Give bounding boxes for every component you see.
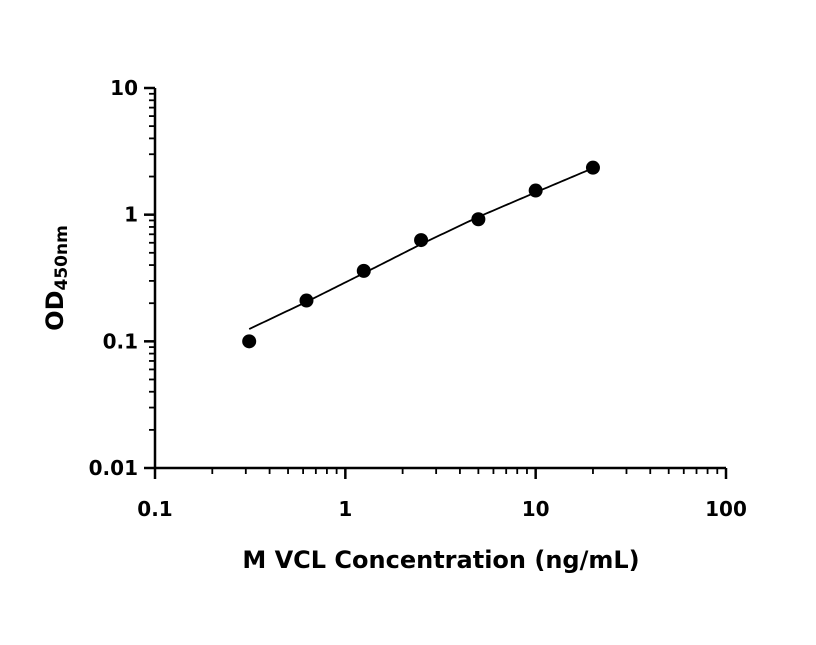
x-tick-label: 0.1	[137, 497, 172, 521]
y-tick-label: 10	[110, 76, 138, 100]
y-tick-label: 0.01	[89, 456, 138, 480]
y-tick-label: 1	[124, 203, 138, 227]
data-points	[242, 160, 600, 349]
y-axis-title: OD450nm	[41, 225, 72, 331]
data-point	[299, 293, 314, 308]
data-point	[242, 334, 257, 349]
x-tick-label: 1	[338, 497, 352, 521]
x-tick-label: 10	[522, 497, 550, 521]
data-point	[356, 263, 371, 278]
data-point	[414, 233, 429, 248]
major-ticks	[144, 86, 728, 479]
y-axis-title-subscript: 450nm	[52, 225, 72, 290]
y-axis-title-main: OD	[41, 290, 69, 330]
y-tick-label: 0.1	[103, 329, 138, 353]
x-tick-label: 100	[705, 497, 747, 521]
minor-ticks	[149, 92, 719, 474]
tick-labels: 0.01 0.1 1 10 0.1 1 10 100	[89, 76, 747, 521]
data-point	[471, 212, 486, 227]
data-point	[585, 160, 600, 175]
x-axis-title: M VCL Concentration (ng/mL)	[242, 546, 639, 574]
data-point	[528, 183, 543, 198]
